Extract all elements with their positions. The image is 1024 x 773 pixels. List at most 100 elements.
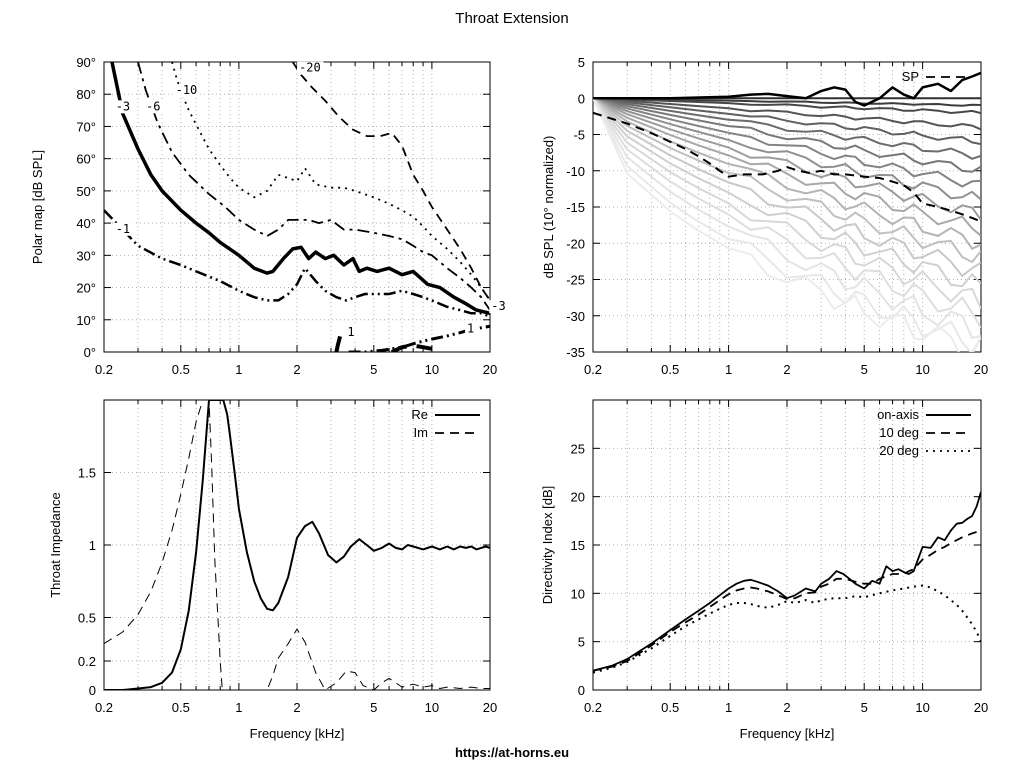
x-tick-label: 1 [725,700,732,715]
y-tick-label: 5 [578,55,585,70]
fan-curve [593,97,981,250]
x-tick-label: 2 [293,700,300,715]
panel-impedance: 0.2 0.5 1 2 5 10 20 0 0.2 0.5 1 1.5 Throat Impedance… [48,399,497,741]
x-tick-label: 20 [483,362,497,377]
y-tick-label: -25 [566,273,585,288]
contour-label: -10 [176,83,198,97]
y-tick-label: 70° [76,119,96,134]
fan-curve [593,97,981,160]
contour-label: -3 [116,99,130,113]
fan-curve [593,97,981,329]
x-tick-label: 5 [370,700,377,715]
y-tick-label: -10 [566,164,585,179]
y-tick-label: 10 [571,586,585,601]
figure-title: Throat Extension [455,10,568,27]
legend-label: Re [411,407,428,422]
contour-label: -1 [116,222,130,236]
fan-curve [593,97,981,352]
y-tick-label: 50° [76,184,96,199]
x-tick-label: 20 [483,700,497,715]
contour-label-bg [113,222,133,236]
contour-label-bg [345,325,357,339]
plot-area [104,62,490,352]
x-tick-label: 0.2 [95,700,113,715]
x-tick-label: 2 [293,362,300,377]
legend-label: on-axis [877,407,919,422]
y-tick-label: 0.5 [78,611,96,626]
contour-label: -20 [299,61,321,75]
x-tick-label: 10 [915,362,929,377]
x-tick-label: 0.2 [95,362,113,377]
footer-url: https://at-horns.eu [455,745,569,760]
contour-label: 1 [467,322,474,336]
x-tick-label: 0.5 [172,700,190,715]
y-tick-label: -15 [566,200,585,215]
x-tick-label: 0.2 [584,362,602,377]
fan-curve [593,97,981,310]
y-axis-label: Polar map [dB SPL] [30,150,45,264]
y-tick-label: 15 [571,538,585,553]
fan-curve [593,97,981,146]
fan-curve [593,97,981,264]
x-tick-label: 1 [235,700,242,715]
plot-area [104,400,490,690]
y-tick-label: 25 [571,441,585,456]
y-tick-label: -30 [566,309,585,324]
fan-curve [593,97,981,340]
x-tick-label: 1 [235,362,242,377]
fan-curve [593,97,981,107]
y-tick-label: 30° [76,248,96,263]
y-tick-label: 40° [76,216,96,231]
x-tick-label: 10 [425,362,439,377]
y-tick-label: 60° [76,152,96,167]
x-tick-label: 5 [861,700,868,715]
y-tick-label: 20 [571,490,585,505]
y-axis-label: Throat Impedance [48,492,63,598]
y-tick-label: 0° [84,345,96,360]
series-line--20 [291,62,490,301]
series-line--1 [104,209,490,318]
y-axis-label: Directivity Index [dB] [540,486,555,605]
y-tick-label: 0 [578,683,585,698]
y-tick-label: 0 [578,91,585,106]
series-line-on-axis [593,491,981,672]
x-tick-label: 2 [783,362,790,377]
contour-label: -6 [146,99,160,113]
fan-curve [593,97,981,288]
contour-label-bg [113,100,133,114]
x-axis-label: Frequency [kHz] [740,726,835,741]
y-tick-label: -20 [566,236,585,251]
plot-area [593,71,981,352]
y-tick-label: 0.2 [78,654,96,669]
legend-label: SP [902,69,919,84]
fan-curve [593,97,981,201]
y-tick-label: 5 [578,635,585,650]
x-tick-label: 20 [974,362,988,377]
series-line-sp [593,111,981,223]
y-axis-label: dB SPL (10° normalized) [541,136,556,279]
contour-label-bg [464,322,477,336]
fan-curve [593,97,981,188]
fan-curve [593,97,981,131]
series-line--3 [390,343,433,352]
fan-curve [593,97,981,278]
x-tick-label: 10 [425,700,439,715]
contour-label-bg [489,300,509,314]
series-line-re [104,400,490,690]
contour-label: 1 [347,325,354,339]
legend-label: 10 deg [879,425,919,440]
x-tick-label: 20 [974,700,988,715]
x-tick-label: 0.2 [584,700,602,715]
x-tick-label: 0.5 [172,362,190,377]
x-tick-label: 2 [783,700,790,715]
legend-label: 20 deg [879,443,919,458]
x-tick-label: 5 [861,362,868,377]
y-tick-label: -5 [573,128,585,143]
fan-curve [593,97,981,221]
contour-label-bg [173,84,201,98]
contour-label-bg [143,100,163,114]
x-tick-label: 0.5 [661,700,679,715]
